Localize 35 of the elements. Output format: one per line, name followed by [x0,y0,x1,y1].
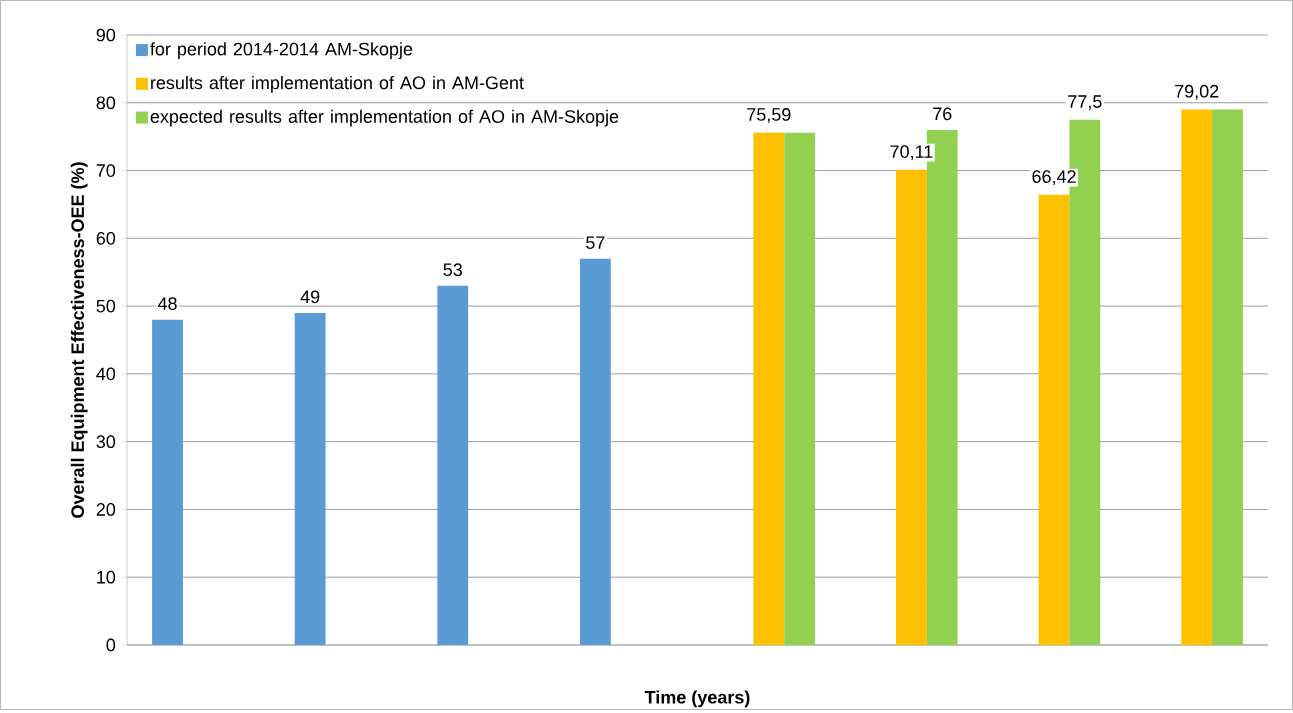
data-label: 57 [586,236,605,249]
bar [896,169,927,645]
data-label: 66,42 [1032,170,1076,186]
data-label: 70,11 [890,145,933,161]
bar [294,312,326,645]
bar [152,319,183,645]
y-tick-label: 50 [96,299,116,313]
bar [784,132,816,645]
data-label: 75,59 [747,108,791,123]
data-label: 79,02 [1175,84,1219,100]
legend-label: for period 2014-2014 AM-Skopje [150,42,413,59]
bar [1181,109,1213,645]
legend-label: results after implementation of AO in AM-Gent [151,75,524,93]
data-label: 49 [300,290,320,304]
x-axis-title: Time (years) [644,690,750,708]
y-axis-title: Overall Equipment Effectiveness-OEE (%) [70,162,88,518]
data-label: 76 [933,107,952,121]
legend-label: expected results after implementation of AO in AM-Skopje [150,109,619,127]
data-label: 77,5 [1068,95,1102,110]
bar [1038,194,1070,645]
y-tick-label: 30 [96,435,116,448]
y-tick-label: 60 [96,231,116,245]
y-tick-label: 90 [96,28,116,42]
y-tick-label: 70 [96,164,116,177]
y-tick-label: 0 [106,638,116,652]
bar [579,258,611,645]
y-tick-label: 20 [96,502,116,516]
bar [1212,109,1243,645]
y-tick-label: 40 [96,367,116,381]
y-tick-label: 10 [97,570,116,584]
bar [437,285,469,645]
data-label: 53 [443,263,462,276]
data-label: 48 [157,297,177,310]
y-tick-label: 80 [96,96,116,110]
bar [753,132,785,645]
